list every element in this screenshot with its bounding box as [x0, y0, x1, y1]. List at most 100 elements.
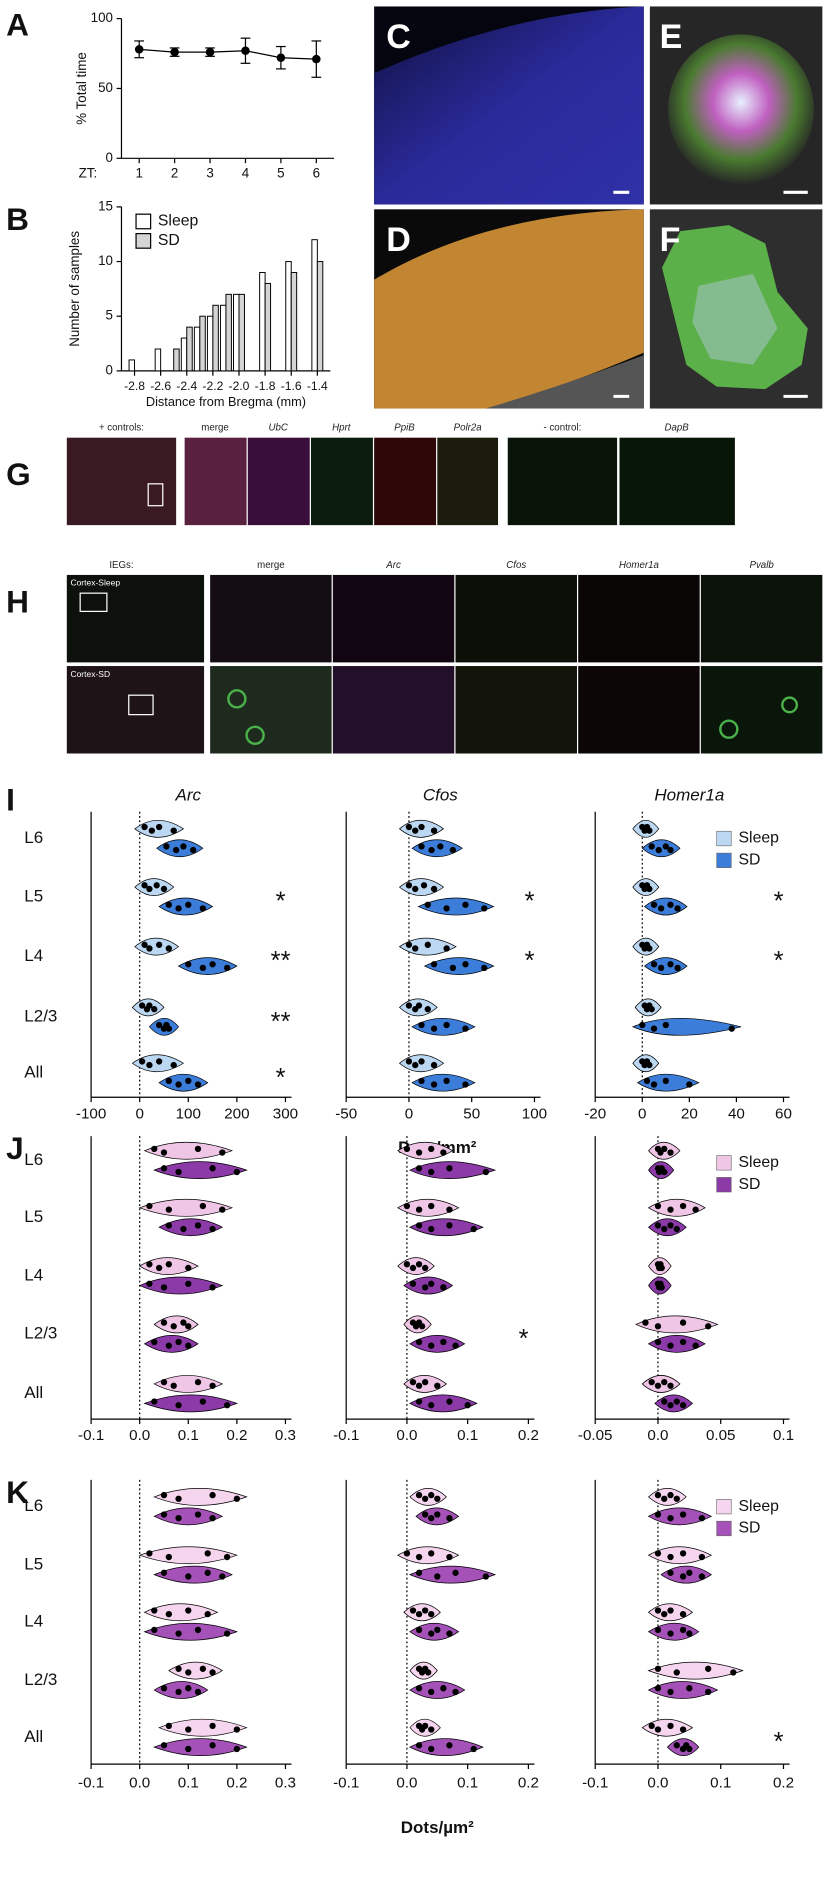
data-point — [667, 1722, 674, 1730]
column-header: Cfos — [506, 560, 526, 571]
data-point — [165, 901, 173, 908]
legend-swatch — [716, 852, 732, 868]
panel-letter: J — [6, 1130, 24, 1166]
significance: ** — [271, 1008, 291, 1036]
data-point — [160, 1319, 168, 1326]
data-point — [146, 1061, 153, 1069]
data-point — [452, 1688, 459, 1696]
data-point — [165, 1342, 173, 1349]
data-point — [654, 1665, 662, 1672]
data-point — [151, 1607, 158, 1614]
data-point — [428, 1145, 435, 1153]
data-point — [418, 1058, 425, 1065]
panel-letter: K — [6, 1474, 29, 1510]
violin — [411, 1073, 476, 1092]
data-point — [170, 1382, 177, 1389]
data-point — [165, 1722, 173, 1730]
data-point — [209, 1722, 216, 1730]
data-point — [165, 1222, 173, 1229]
x-tick-label: 0.0 — [129, 1427, 150, 1444]
violin — [648, 1218, 687, 1237]
data-point — [679, 1610, 687, 1618]
significance: * — [774, 1728, 784, 1756]
x-tick-label: 0 — [638, 1105, 646, 1122]
data-point — [679, 1202, 687, 1210]
data-point — [679, 1573, 687, 1580]
data-point — [654, 1323, 662, 1330]
data-point — [650, 961, 658, 968]
data-point — [446, 1553, 453, 1561]
data-point — [233, 1745, 241, 1753]
bar — [212, 304, 219, 372]
data-point — [185, 1280, 192, 1287]
data-point — [209, 1284, 216, 1291]
x-tick-label: -50 — [335, 1105, 357, 1122]
data-point — [452, 1342, 459, 1349]
x-tick-label: 0.05 — [706, 1427, 736, 1444]
data-point — [421, 1607, 429, 1614]
data-point — [667, 1206, 674, 1213]
data-point — [686, 1685, 693, 1692]
data-point — [470, 1745, 477, 1753]
violin — [644, 897, 688, 916]
data-point — [209, 1742, 216, 1749]
data-point — [650, 1025, 658, 1032]
data-point — [418, 1077, 425, 1085]
data-point — [661, 1145, 668, 1153]
data-point — [233, 1168, 241, 1176]
data-point — [667, 1149, 674, 1156]
data-point — [452, 1569, 459, 1576]
data-point — [175, 1081, 182, 1088]
data-point — [405, 882, 413, 889]
data-point — [667, 1607, 674, 1614]
data-point — [151, 1145, 158, 1153]
x-tick-label: -0.1 — [333, 1427, 359, 1444]
bar — [259, 271, 266, 372]
data-point — [667, 1402, 674, 1409]
x-tick-label: -0.05 — [578, 1427, 613, 1444]
data-point — [219, 1573, 226, 1580]
violin — [153, 1161, 248, 1180]
x-tick-label: -2.0 — [229, 379, 250, 393]
data-point — [661, 1495, 668, 1502]
data-point — [481, 964, 488, 972]
data-point — [428, 1491, 435, 1499]
data-point — [189, 846, 197, 854]
data-point — [405, 1002, 413, 1009]
data-point — [421, 1264, 429, 1272]
bar — [186, 326, 193, 372]
data-point — [209, 1165, 216, 1172]
data-point — [654, 1607, 662, 1614]
data-point — [428, 1610, 435, 1618]
data-point — [223, 1630, 231, 1637]
data-point — [430, 1081, 438, 1088]
violin — [158, 1718, 248, 1737]
data-point — [424, 1006, 431, 1013]
data-point — [667, 1569, 674, 1576]
data-point — [241, 46, 250, 55]
data-point — [165, 1077, 173, 1085]
data-point — [204, 1610, 211, 1618]
x-tick-label: 0.0 — [647, 1427, 668, 1444]
data-point — [155, 941, 163, 948]
violin — [397, 1199, 460, 1217]
category-label: All — [24, 1383, 43, 1402]
data-point — [175, 1402, 182, 1409]
data-point — [185, 1669, 192, 1676]
data-point — [412, 945, 419, 952]
data-point — [199, 1398, 207, 1405]
significance: * — [276, 1064, 286, 1092]
data-point — [446, 1165, 453, 1172]
data-point — [175, 1688, 182, 1696]
data-point — [180, 1319, 187, 1326]
column-header: + controls: — [99, 423, 144, 434]
legend-label: SD — [739, 1176, 761, 1193]
panel-letter: D — [386, 221, 411, 259]
bar — [219, 304, 227, 372]
data-point — [205, 47, 215, 57]
data-point — [209, 961, 216, 968]
data-point — [185, 1077, 192, 1085]
data-point — [657, 905, 665, 912]
bar — [206, 315, 214, 372]
bar — [290, 271, 298, 372]
